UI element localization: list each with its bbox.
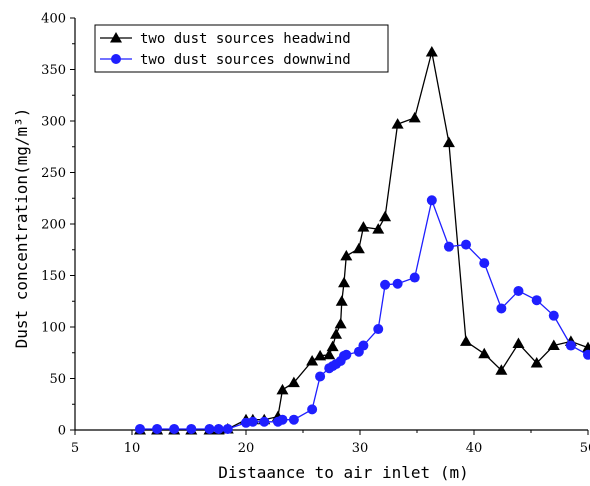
data-point-circle [259,416,270,427]
data-point-circle [247,416,258,427]
data-point-triangle [372,223,385,234]
data-point-circle [169,423,180,434]
data-point-triangle [495,364,508,375]
legend-box [94,24,389,73]
data-point-circle [358,340,369,351]
data-point-triangle [334,317,347,329]
y-tick-label: 200 [41,218,66,233]
data-point-triangle [379,210,392,222]
data-point-triangle [460,335,473,346]
y-tick-label: 250 [41,166,66,181]
data-point-triangle [323,348,336,360]
x-tick-label: 10 [124,441,141,456]
data-point-circle [213,423,224,434]
data-point-triangle [408,111,421,123]
x-tick-label: 30 [352,441,369,456]
data-point-circle [307,404,318,415]
data-point-circle [392,278,403,289]
data-point-circle [373,324,384,335]
data-point-circle [204,423,215,434]
data-point-circle [315,371,326,382]
y-tick-label: 150 [41,269,66,284]
data-point-circle [186,423,197,434]
data-point-circle [531,295,542,306]
data-point-circle [409,272,420,283]
x-tick-label: 5 [71,441,79,456]
data-point-circle [134,423,145,434]
x-axis-title: Distaance to air inlet (m) [218,463,468,482]
y-tick-label: 100 [41,321,66,336]
data-point-circle [443,241,454,252]
series-1 [133,45,590,435]
y-axis-title: Dust concentration(mg/m³) [12,108,31,349]
y-tick-label: 50 [49,372,66,387]
legend-label: two dust sources downwind [140,52,351,68]
data-point-circle [565,340,576,351]
data-point-triangle [547,339,560,351]
y-tick-label: 300 [41,115,66,130]
series-2 [134,195,590,434]
data-point-triangle [512,337,525,348]
data-point-circle [288,414,299,425]
y-tick-label: 400 [41,12,66,27]
data-point-circle [548,310,559,321]
data-point-triangle [340,249,353,261]
data-point-triangle [425,45,438,57]
data-point-circle [583,349,590,360]
data-point-triangle [110,32,122,43]
x-tick-label: 50 [580,441,590,456]
data-point-circle [496,303,507,314]
y-tick-label: 0 [58,424,66,439]
data-point-triangle [357,221,370,232]
data-point-triangle [338,276,351,288]
data-point-circle [479,258,490,269]
data-point-circle [461,239,472,250]
data-point-triangle [478,347,491,359]
data-point-circle [513,285,524,296]
data-point-circle [277,414,288,425]
data-point-circle [111,54,121,64]
data-point-triangle [582,341,590,353]
data-point-circle [341,349,352,360]
data-point-circle [152,423,163,434]
series-line [140,197,589,430]
data-point-triangle [352,242,365,254]
data-point-triangle [306,354,319,366]
data-point-triangle [530,357,543,368]
data-point-circle [380,279,391,290]
data-point-triangle [276,383,289,395]
data-point-circle [222,423,233,434]
data-point-triangle [335,295,348,306]
plot-axes: 5 10 20 30 40 50 0 50 100 150 200 250 300 350 400 [41,12,590,457]
data-point-triangle [330,328,343,339]
series-line [140,51,589,431]
data-point-triangle [326,340,339,352]
legend: two dust sources headwind two dust source… [94,24,389,73]
y-tick-label: 350 [41,63,66,78]
legend-label: two dust sources headwind [140,31,351,47]
data-point-triangle [287,376,300,388]
series-layer [133,45,590,435]
data-point-triangle [391,118,404,129]
x-tick-label: 20 [238,441,255,456]
data-point-triangle [442,136,455,148]
data-point-circle [426,195,437,206]
x-tick-label: 40 [466,441,483,456]
data-point-triangle [314,349,327,361]
